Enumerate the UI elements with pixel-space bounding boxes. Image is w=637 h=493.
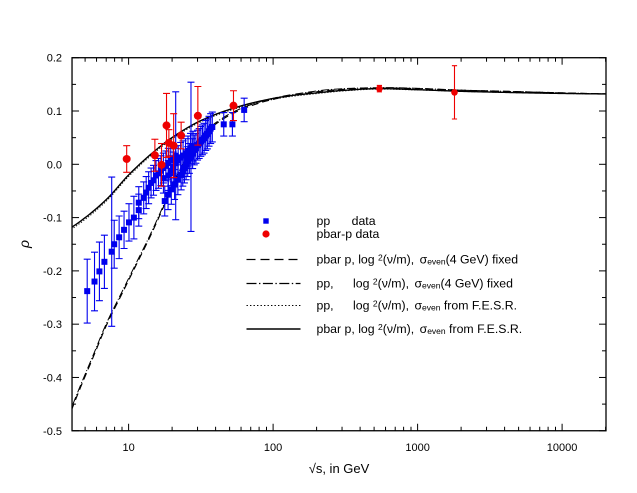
svg-text:pbar p, log 2(ν/m), σeven(4 Ge: pbar p, log 2(ν/m), σeven(4 GeV) fixed: [317, 252, 519, 266]
svg-text:0.1: 0.1: [47, 106, 62, 118]
svg-text:√s, in GeV: √s, in GeV: [309, 461, 370, 476]
svg-text:pbar-p data: pbar-p data: [317, 227, 380, 241]
svg-text:0.2: 0.2: [47, 53, 62, 65]
svg-text:100: 100: [264, 442, 282, 454]
svg-text:1000: 1000: [405, 442, 429, 454]
svg-text:0.0: 0.0: [47, 159, 62, 171]
svg-text:pbar p, log 2(ν/m), σeven from: pbar p, log 2(ν/m), σeven from F.E.S.R.: [317, 322, 523, 336]
svg-text:-0.4: -0.4: [43, 372, 62, 384]
svg-text:-0.3: -0.3: [43, 319, 62, 331]
svg-text:10000: 10000: [547, 442, 578, 454]
svg-text:-0.2: -0.2: [43, 266, 62, 278]
svg-text:-0.5: -0.5: [43, 426, 62, 438]
svg-text:10: 10: [122, 442, 134, 454]
svg-text:-0.1: -0.1: [43, 213, 62, 225]
